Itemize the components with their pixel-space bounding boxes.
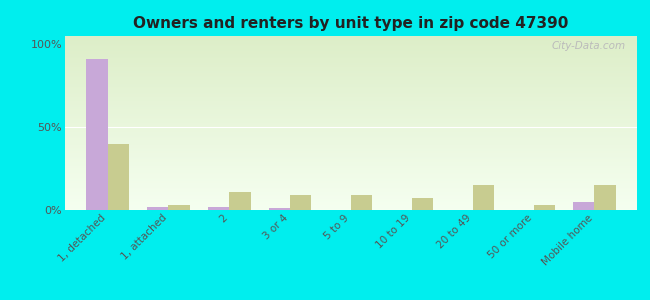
Bar (229, 192, 251, 210)
Bar (594, 185, 616, 210)
Bar (86, 59, 108, 210)
Bar (573, 202, 594, 210)
Bar (108, 144, 129, 210)
Bar (269, 208, 290, 210)
Text: City-Data.com: City-Data.com (551, 41, 625, 51)
Bar (208, 207, 229, 210)
Bar (290, 195, 311, 210)
Bar (412, 198, 433, 210)
Bar (351, 195, 372, 210)
Bar (147, 207, 168, 210)
Bar (168, 205, 190, 210)
Bar (534, 205, 555, 210)
Bar (473, 185, 494, 210)
Title: Owners and renters by unit type in zip code 47390: Owners and renters by unit type in zip c… (133, 16, 569, 31)
